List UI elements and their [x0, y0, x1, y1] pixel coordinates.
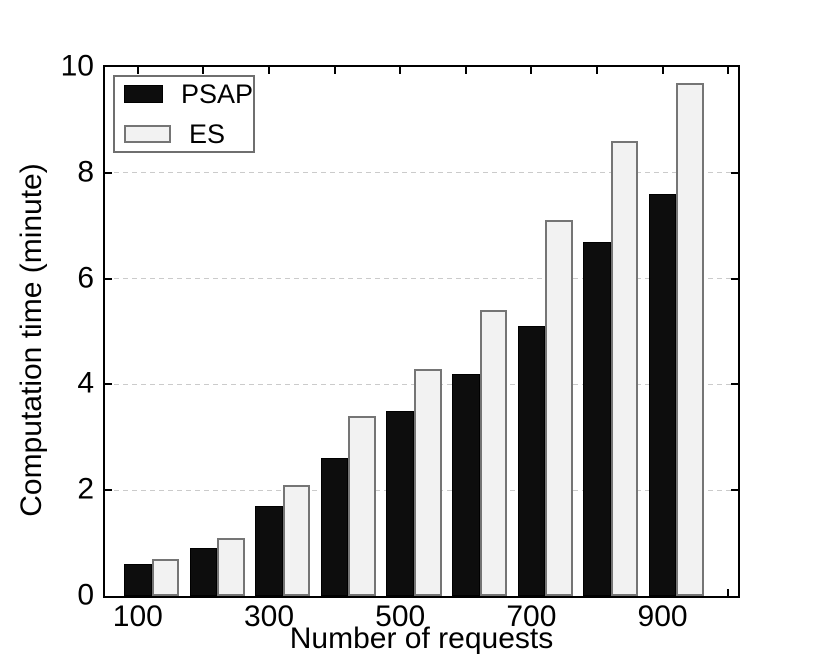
x-tick-label-900: 900: [637, 600, 688, 633]
x-tick-top: [267, 67, 270, 74]
x-tick-top: [595, 67, 598, 74]
y-axis-title: Computation time (minute): [15, 163, 48, 517]
x-axis-title: Number of requests: [289, 622, 554, 655]
legend: PSAP ES: [113, 75, 255, 153]
x-tick-bottom: [727, 589, 730, 596]
x-tick-top: [530, 67, 533, 74]
bar-es-200: [217, 537, 245, 596]
x-tick-label-100: 100: [112, 600, 163, 633]
bar-psap-900: [648, 193, 677, 596]
y-tick-right: [731, 383, 738, 386]
legend-swatch-psap: [124, 85, 163, 103]
y-tick-label-8: 8: [77, 155, 94, 189]
legend-item-psap: PSAP: [124, 78, 253, 109]
bar-es-500: [413, 368, 442, 596]
y-tick-label-0: 0: [77, 578, 94, 612]
bar-psap-400: [320, 458, 349, 596]
legend-label-psap: PSAP: [180, 78, 253, 109]
bar-psap-700: [517, 326, 546, 596]
x-tick-top: [727, 67, 730, 74]
bar-psap-500: [386, 410, 414, 596]
bar-psap-300: [255, 506, 283, 596]
x-tick-top: [399, 67, 402, 74]
legend-swatch-es: [124, 125, 171, 143]
y-tick-label-10: 10: [60, 49, 94, 83]
bar-psap-800: [583, 241, 611, 596]
y-tick-left: [105, 383, 112, 386]
bar-es-300: [282, 484, 311, 596]
legend-label-es: ES: [189, 118, 226, 149]
y-tick-left: [105, 277, 112, 280]
bar-es-900: [676, 82, 704, 596]
y-tick-right: [731, 171, 738, 174]
y-tick-label-4: 4: [77, 366, 94, 400]
x-tick-label-300: 300: [243, 600, 295, 633]
y-tick-left: [105, 489, 112, 492]
bar-es-400: [348, 416, 376, 596]
x-tick-label-700: 700: [506, 600, 557, 633]
y-tick-right: [731, 489, 738, 492]
x-tick-top: [136, 67, 139, 74]
plot-area: [103, 65, 740, 598]
x-tick-label-500: 500: [375, 600, 426, 633]
y-tick-label-2: 2: [77, 472, 94, 506]
y-tick-right: [731, 277, 738, 280]
x-tick-top: [202, 67, 205, 74]
bar-psap-600: [452, 373, 480, 596]
bar-psap-100: [124, 564, 152, 596]
y-tick-left: [105, 171, 112, 174]
gridline-y6: [105, 278, 738, 280]
bar-es-700: [545, 220, 573, 596]
bar-es-800: [610, 141, 639, 596]
y-tick-label-6: 6: [77, 260, 94, 294]
x-tick-top: [333, 67, 336, 74]
x-tick-top: [464, 67, 467, 74]
bar-es-600: [479, 310, 508, 596]
bar-es-100: [151, 558, 180, 596]
legend-item-es: ES: [124, 118, 253, 149]
gridline-y8: [105, 172, 738, 174]
bar-psap-200: [189, 548, 218, 596]
x-tick-top: [661, 67, 664, 74]
